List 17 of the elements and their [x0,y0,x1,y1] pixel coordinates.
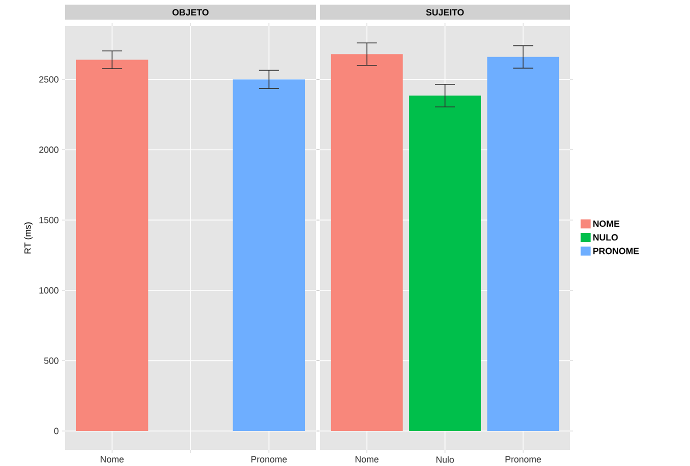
y-tick-label: 2000 [39,146,58,154]
x-tick-label: Nome [100,456,124,463]
y-axis-title: RT (ms) [24,222,33,254]
x-tick-label: Pronome [506,456,541,463]
chart-title: OBJETO [172,9,209,16]
y-tick-label: 1500 [39,216,58,224]
y-tick-label: 500 [44,358,58,364]
y-tick-label: 0 [54,428,58,434]
x-tick-label: Nulo [436,456,454,463]
legend-label: PRONOME [593,248,639,254]
y-tick-label: 2500 [39,76,58,83]
x-tick-label: Pronome [251,456,287,463]
x-tick-label: Nome [356,456,378,463]
y-tick-label: 1000 [39,287,58,294]
legend-label: NULO [593,234,618,241]
legend-label: NOME [593,220,620,228]
chart-title: SUJEITO [426,9,464,16]
